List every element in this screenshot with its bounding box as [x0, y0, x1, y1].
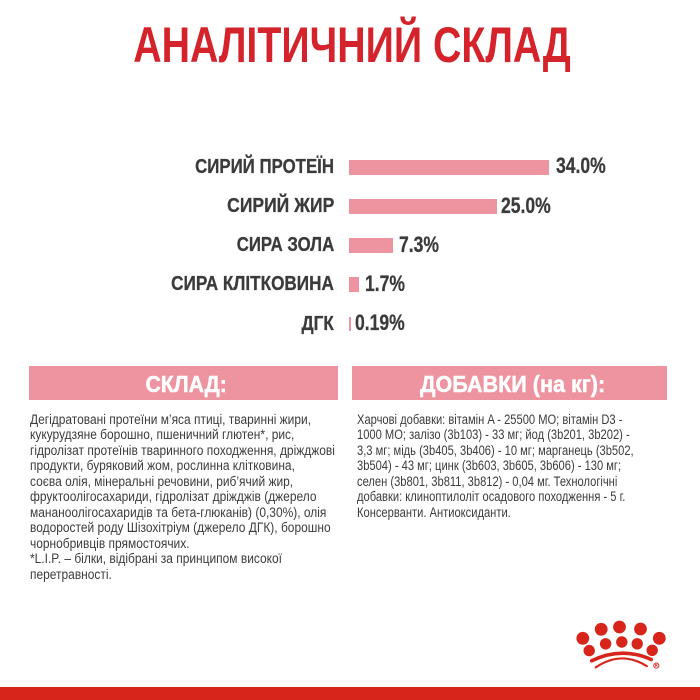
svg-text:R: R [655, 663, 658, 668]
